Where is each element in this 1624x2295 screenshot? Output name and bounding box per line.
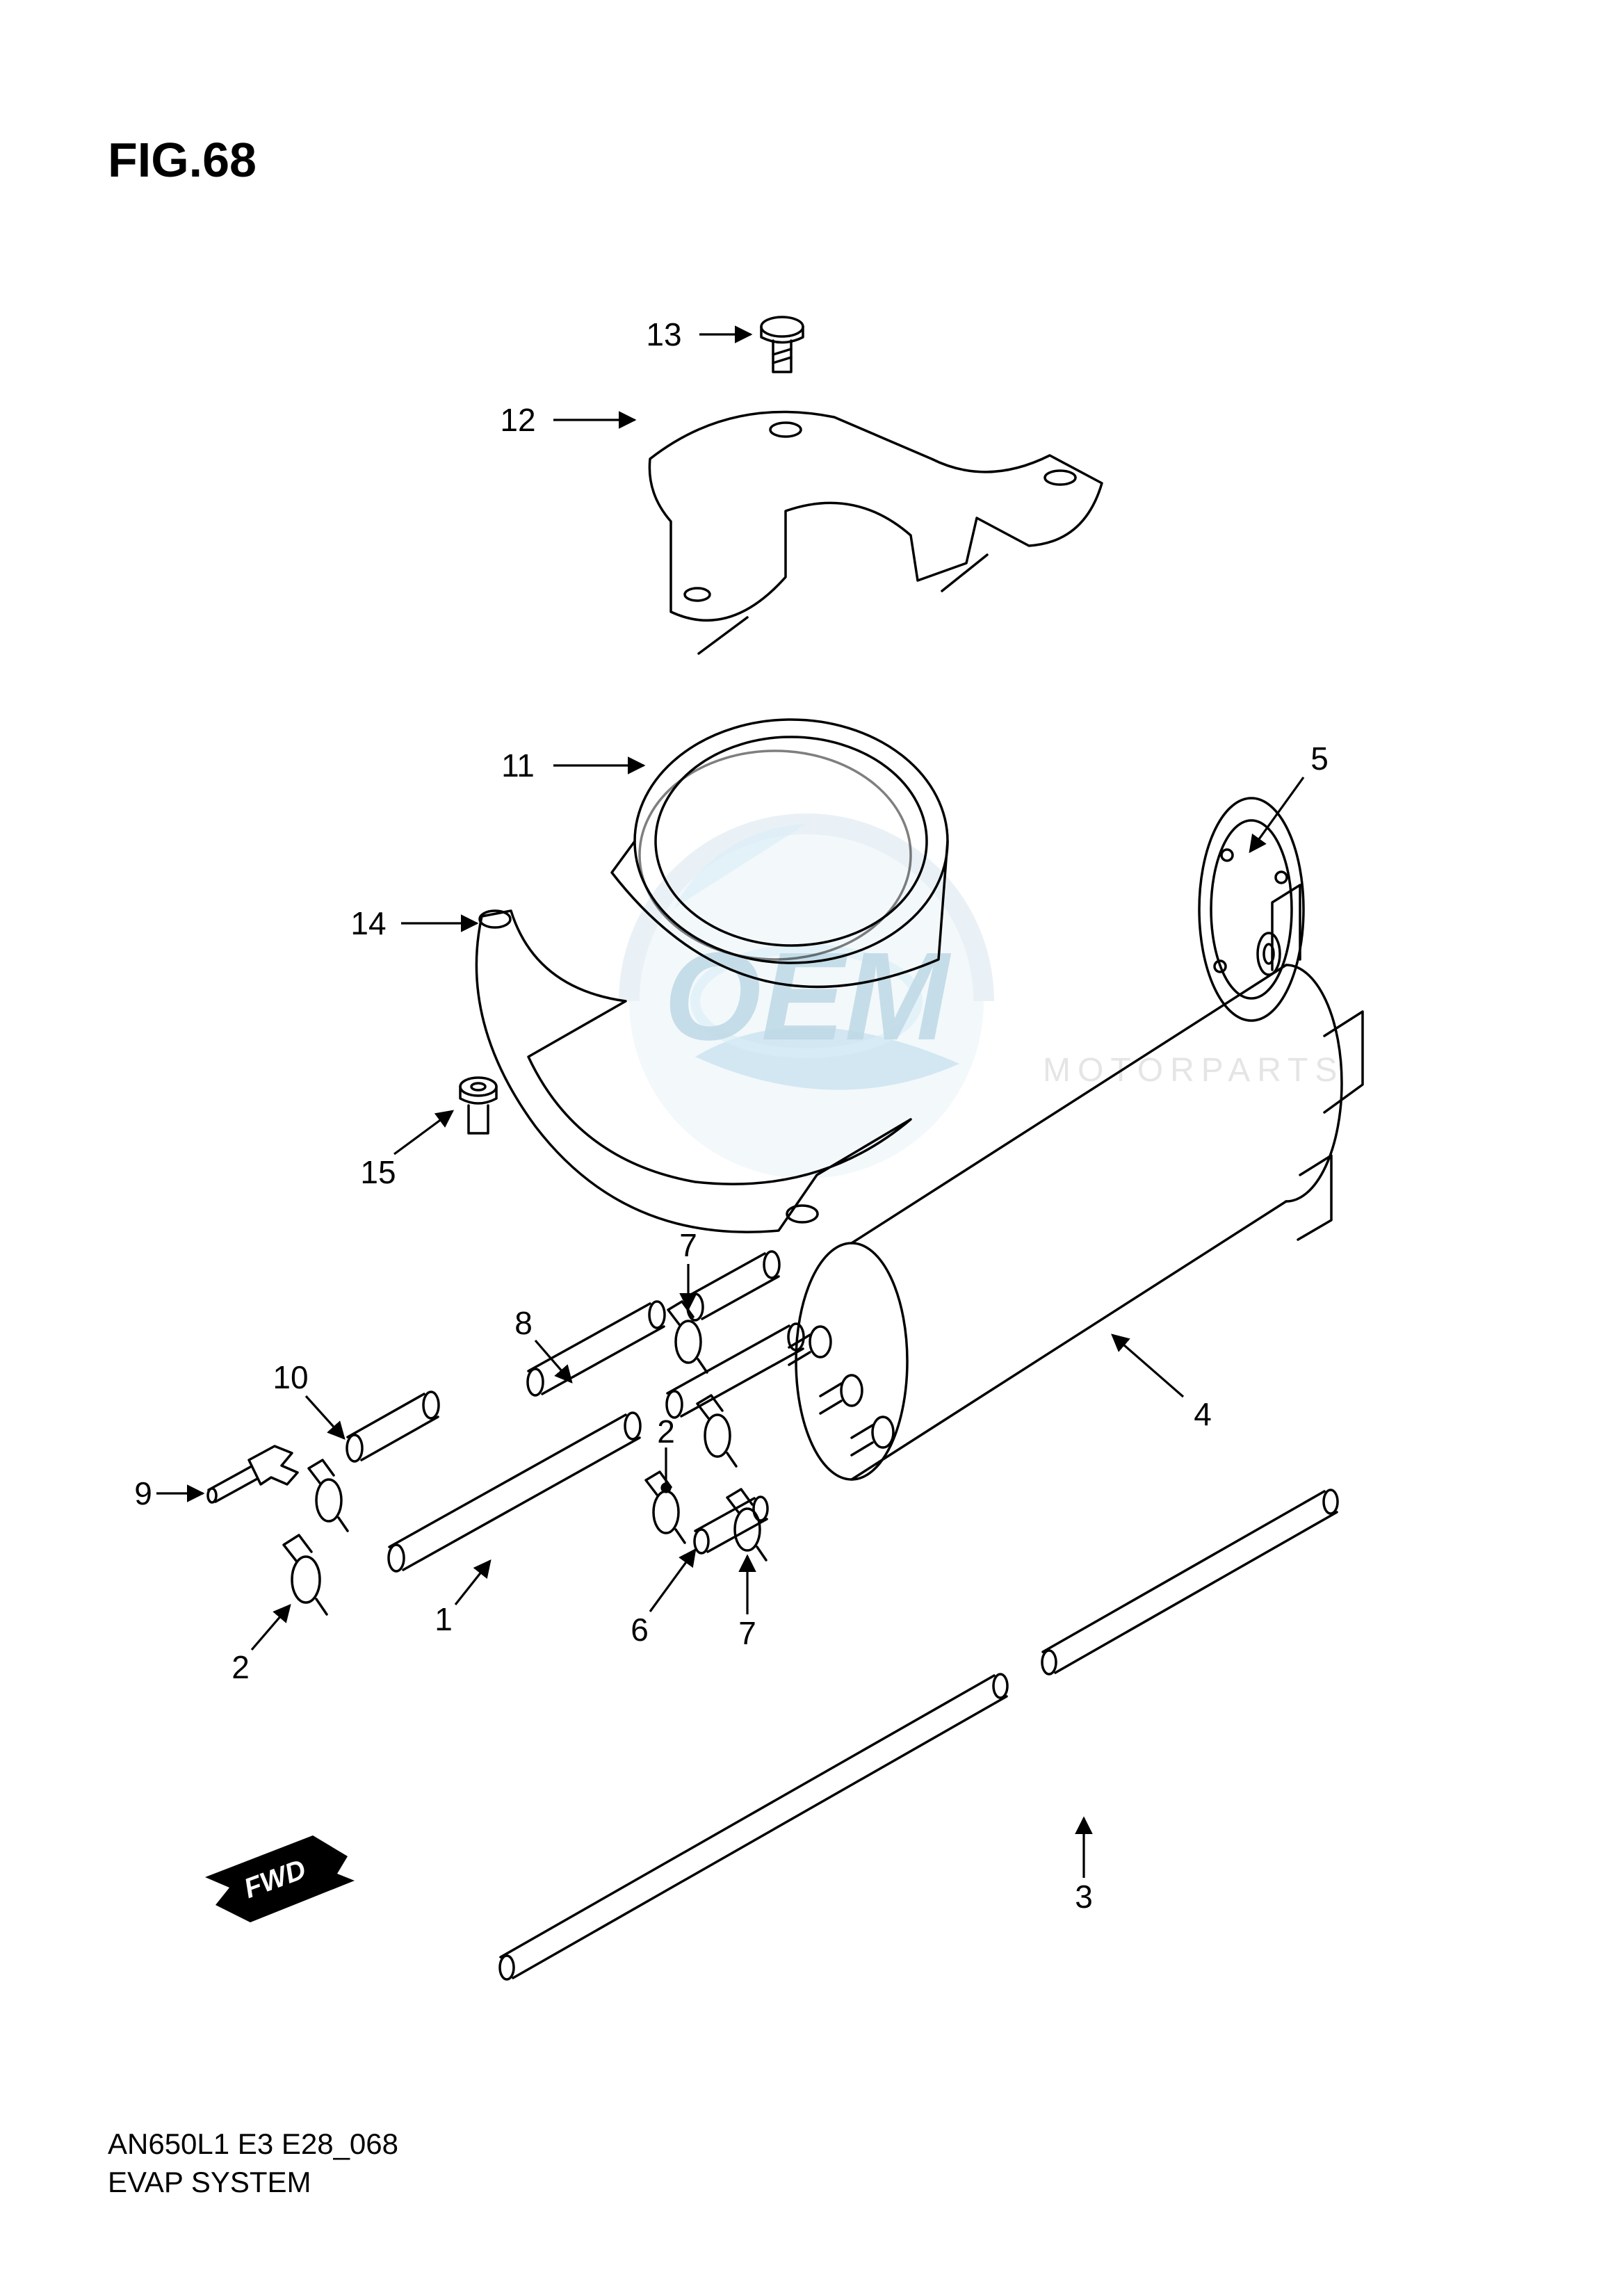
callout-10: 10 [273,1359,308,1396]
callout-5: 5 [1310,740,1329,777]
watermark: OEM MOTORPARTS [629,824,1344,1178]
callout-15: 15 [360,1153,396,1191]
fwd-badge: FWD [205,1835,355,1922]
footer-code: AN650L1 E3 E28_068 [108,2127,398,2161]
callout-1: 1 [435,1600,453,1638]
page: FIG.68 OEM MOTORPARTS [0,0,1624,2295]
callout-2: 2 [657,1413,675,1450]
diagram-svg: OEM MOTORPARTS [0,0,1624,2295]
footer-name: EVAP SYSTEM [108,2166,311,2199]
clamp-7b [727,1489,766,1560]
part-9-connector [208,1446,298,1502]
watermark-main-text: OEM [664,927,952,1067]
clamp-mid [697,1395,736,1466]
callout-4: 4 [1194,1395,1212,1433]
part-12-bracket [649,412,1102,654]
callout-6: 6 [631,1611,649,1648]
clamp-2a [284,1535,327,1614]
callout-3: 3 [1075,1878,1093,1915]
watermark-sub-text: MOTORPARTS [1043,1052,1344,1089]
part-3-hose [500,1490,1338,1979]
hoses-left [208,1251,804,1614]
callout-7: 7 [679,1226,697,1264]
part-15-screw [460,1078,496,1133]
callout-14: 14 [350,905,386,942]
callout-11: 11 [501,747,535,784]
clamp-10-ish [309,1460,348,1531]
callout-9: 9 [134,1475,152,1512]
callout-2: 2 [232,1648,250,1686]
part-13-screw [761,317,803,372]
callout-7: 7 [738,1614,756,1652]
callout-12: 12 [500,401,535,439]
callout-13: 13 [646,316,681,353]
callout-8: 8 [514,1304,533,1342]
